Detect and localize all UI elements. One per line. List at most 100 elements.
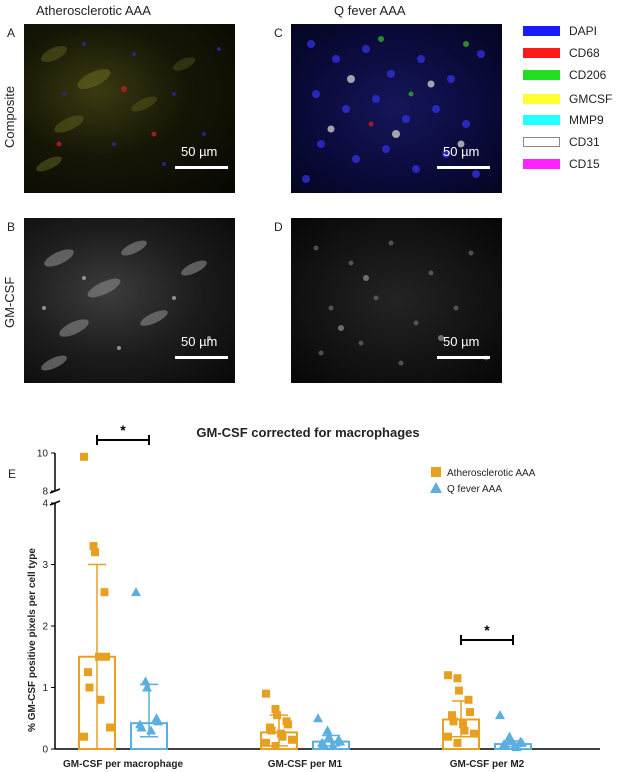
point-0-0-1	[89, 542, 98, 551]
micrograph-q-fever-composite: 50 µm	[291, 24, 502, 193]
micrograph-atherosclerotic-gm-csf: 50 µm	[24, 218, 235, 383]
legend-label-cd206: CD206	[569, 68, 607, 82]
gm-csf-texture-d	[313, 240, 489, 366]
point-0-0-10	[80, 732, 88, 741]
legend-label-mmp9: MMP9	[569, 113, 604, 127]
legend-swatch-dapi	[523, 26, 560, 36]
chart-legend-label-0: Atherosclerotic AAA	[447, 468, 536, 479]
point-1-2-4	[517, 737, 527, 747]
y-tick-label-1: 1	[42, 683, 48, 694]
point-1-0-1	[140, 676, 151, 686]
point-0-2-1	[453, 674, 462, 683]
point-1-0-2	[142, 682, 152, 692]
stain-legend-cd31: CD31	[523, 135, 600, 149]
legend-swatch-mmp9	[523, 115, 560, 125]
point-0-2-10	[444, 732, 452, 741]
point-0-1-4	[284, 720, 292, 729]
point-0-0-4	[102, 652, 110, 661]
point-0-1-10	[262, 738, 270, 747]
point-0-2-7	[459, 720, 467, 729]
sig-star-0: *	[120, 422, 126, 438]
chart-legend: Atherosclerotic AAA Q fever AAA	[430, 467, 536, 495]
legend-swatch-cd15	[523, 159, 560, 169]
stain-legend-dapi: DAPI	[523, 24, 597, 38]
row-label-gm-csf: GM-CSF	[2, 276, 17, 328]
scale-bar-a	[175, 166, 228, 169]
point-0-2-9	[470, 729, 478, 738]
y-tick-label-10: 10	[37, 449, 49, 460]
point-0-1-2	[273, 711, 281, 720]
scale-bar-d	[437, 356, 490, 359]
legend-label-dapi: DAPI	[569, 24, 598, 38]
point-0-0-2	[91, 548, 99, 557]
point-1-1-4	[335, 736, 345, 746]
point-0-0-5	[84, 668, 92, 677]
legend-label-cd68: CD68	[569, 46, 600, 60]
point-0-2-0	[444, 671, 452, 680]
stain-legend-cd206: CD206	[523, 68, 606, 82]
composite-texture-c	[302, 36, 485, 183]
y-tick-label-2: 2	[42, 622, 48, 633]
point-0-2-11	[453, 738, 462, 747]
point-0-0-6	[85, 683, 94, 692]
legend-label-cd31: CD31	[569, 135, 600, 149]
y-tick-label-8: 8	[42, 487, 48, 498]
gm-csf-chart: GM-CSF corrected for macrophages % GM-CS…	[27, 422, 600, 770]
gm-csf-texture-b	[41, 240, 211, 371]
row-label-composite: Composite	[2, 85, 17, 148]
panel-letter-c: C	[274, 26, 283, 40]
point-0-2-4	[466, 708, 474, 717]
point-0-0-0	[80, 452, 88, 461]
chart-title: GM-CSF corrected for macrophages	[196, 425, 419, 440]
scale-label-c: 50 µm	[443, 144, 480, 159]
y-tick-label-3: 3	[42, 560, 48, 571]
point-1-2-0	[495, 710, 505, 720]
x-category-label-0: GM-CSF per macrophage	[63, 759, 183, 770]
y-tick-label-0: 0	[42, 745, 48, 756]
point-0-1-11	[271, 741, 280, 750]
sig-star-1: *	[484, 622, 490, 638]
point-1-0-0	[131, 587, 141, 597]
column-title-atherosclerotic: Atherosclerotic AAA	[36, 3, 151, 18]
chart-legend-marker-1	[430, 482, 442, 493]
point-0-2-8	[460, 726, 469, 735]
point-0-0-3	[100, 588, 109, 597]
panel-letter-a: A	[7, 26, 16, 40]
point-0-2-3	[464, 695, 473, 704]
point-1-0-7	[146, 725, 156, 735]
column-title-q-fever: Q fever AAA	[334, 3, 406, 18]
y-axis-label: % GM-CSF positive pixels per cell type	[27, 548, 38, 732]
point-0-2-2	[455, 686, 463, 695]
x-category-label-2: GM-CSF per M2	[450, 759, 525, 770]
scale-label-b: 50 µm	[181, 334, 218, 349]
point-1-1-2	[324, 731, 334, 741]
composite-texture-a	[36, 42, 221, 172]
stain-legend-cd15: CD15	[523, 157, 600, 171]
chart-legend-label-1: Q fever AAA	[447, 484, 502, 495]
point-0-1-9	[288, 735, 296, 744]
point-0-0-8	[96, 695, 105, 704]
x-category-label-1: GM-CSF per M1	[268, 759, 343, 770]
stain-legend-gmcsf: GMCSF	[523, 92, 612, 106]
point-1-2-6	[500, 740, 511, 750]
stain-legend-cd68: CD68	[523, 46, 600, 60]
point-1-0-6	[136, 722, 147, 732]
panel-letter-e: E	[8, 467, 17, 481]
legend-label-gmcsf: GMCSF	[569, 92, 613, 106]
point-1-1-7	[328, 740, 338, 750]
point-0-2-6	[449, 717, 458, 726]
y-tick-label-4: 4	[42, 499, 48, 510]
legend-label-cd15: CD15	[569, 157, 600, 171]
chart-static-layer: GM-CSF corrected for macrophages % GM-CS…	[27, 425, 420, 732]
legend-swatch-cd68	[523, 48, 560, 58]
scale-label-a: 50 µm	[181, 144, 218, 159]
chart-legend-marker-0	[431, 467, 441, 477]
point-0-1-1	[271, 705, 280, 714]
point-1-1-1	[322, 725, 333, 735]
stain-legend-mmp9: MMP9	[523, 113, 604, 127]
legend-swatch-cd31	[523, 137, 560, 147]
point-1-1-0	[313, 713, 323, 723]
panel-letter-b: B	[7, 220, 16, 234]
micrograph-atherosclerotic-composite: 50 µm	[24, 24, 235, 193]
point-0-1-0	[262, 689, 270, 698]
